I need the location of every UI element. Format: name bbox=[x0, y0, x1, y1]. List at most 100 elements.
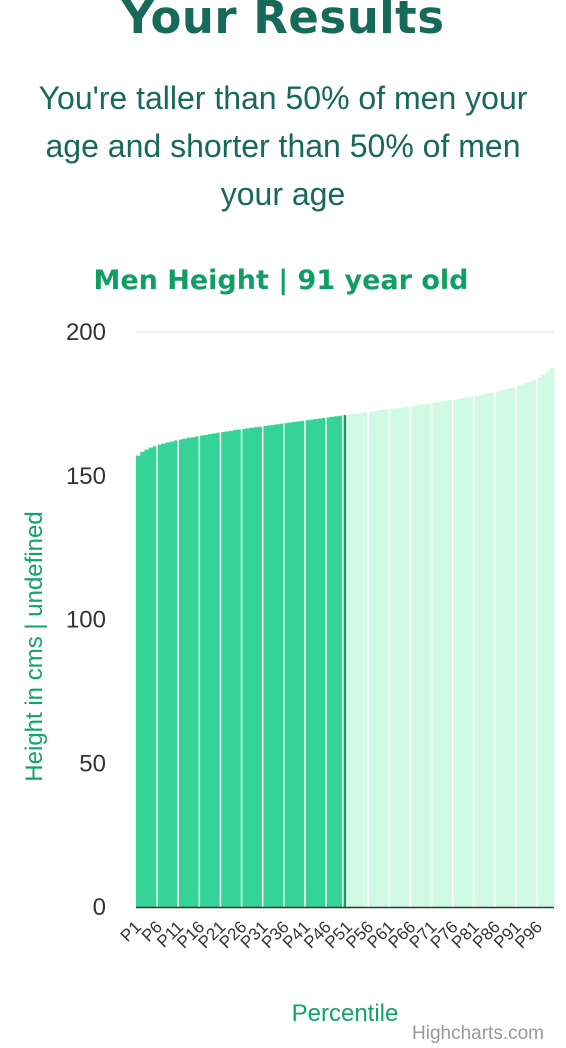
bar-p25[interactable] bbox=[237, 429, 242, 907]
bar-p12[interactable] bbox=[182, 438, 188, 907]
bar-p16[interactable] bbox=[199, 435, 204, 908]
bar-p61[interactable] bbox=[389, 408, 394, 907]
bar-p44[interactable] bbox=[317, 418, 323, 907]
bar-p36[interactable] bbox=[283, 423, 289, 907]
bar-p40[interactable] bbox=[300, 420, 306, 907]
bar-p78[interactable] bbox=[461, 398, 466, 907]
bar-p83[interactable] bbox=[482, 394, 487, 908]
bar-p39[interactable] bbox=[296, 421, 302, 907]
bar-p43[interactable] bbox=[313, 419, 318, 907]
bar-p85[interactable] bbox=[490, 392, 496, 907]
bar-p47[interactable] bbox=[330, 416, 335, 907]
bar-p59[interactable] bbox=[380, 409, 386, 907]
bar-p17[interactable] bbox=[203, 434, 209, 907]
bar-p79[interactable] bbox=[465, 397, 470, 907]
bar-p95[interactable] bbox=[532, 379, 538, 908]
bar-p10[interactable] bbox=[174, 440, 179, 907]
bar-p41[interactable] bbox=[304, 420, 310, 907]
bar-p88[interactable] bbox=[503, 389, 508, 908]
bar-p30[interactable] bbox=[258, 426, 264, 907]
bar-p19[interactable] bbox=[212, 433, 217, 907]
bar-p8[interactable] bbox=[165, 442, 171, 907]
bar-p37[interactable] bbox=[288, 422, 293, 907]
bar-p32[interactable] bbox=[266, 425, 272, 907]
bar-p91[interactable] bbox=[516, 386, 521, 907]
bar-p15[interactable] bbox=[195, 436, 200, 907]
bar-p75[interactable] bbox=[448, 400, 454, 907]
bar-p71[interactable] bbox=[431, 402, 437, 907]
bar-p45[interactable] bbox=[321, 417, 327, 907]
bar-p11[interactable] bbox=[178, 439, 183, 907]
bar-p3[interactable] bbox=[144, 449, 150, 907]
bar-p58[interactable] bbox=[376, 410, 382, 907]
bar-p2[interactable] bbox=[140, 451, 145, 907]
bar-p54[interactable] bbox=[359, 412, 365, 907]
bar-p94[interactable] bbox=[528, 381, 534, 907]
bar-p5[interactable] bbox=[152, 446, 158, 907]
bar-p57[interactable] bbox=[372, 411, 378, 907]
bar-p80[interactable] bbox=[469, 396, 475, 907]
bar-p6[interactable] bbox=[157, 444, 162, 907]
bar-p35[interactable] bbox=[279, 423, 285, 907]
bar-p33[interactable] bbox=[271, 424, 276, 907]
bar-p77[interactable] bbox=[456, 398, 462, 907]
bar-p23[interactable] bbox=[228, 430, 234, 907]
bar-p51[interactable] bbox=[347, 414, 352, 907]
bar-p70[interactable] bbox=[427, 403, 432, 907]
bar-p81[interactable] bbox=[473, 395, 479, 907]
bar-p65[interactable] bbox=[406, 406, 411, 907]
bar-p18[interactable] bbox=[207, 434, 213, 907]
bar-p60[interactable] bbox=[385, 409, 390, 907]
bar-p27[interactable] bbox=[245, 428, 251, 907]
bar-p74[interactable] bbox=[444, 400, 449, 907]
bar-p26[interactable] bbox=[241, 428, 247, 907]
bar-p90[interactable] bbox=[511, 387, 517, 907]
bar-p64[interactable] bbox=[402, 407, 407, 907]
highcharts-credits[interactable]: Highcharts.com bbox=[412, 1023, 544, 1044]
bar-p53[interactable] bbox=[355, 413, 361, 907]
bar-p55[interactable] bbox=[364, 412, 369, 907]
bar-p87[interactable] bbox=[499, 390, 504, 907]
bar-p42[interactable] bbox=[309, 419, 314, 907]
bar-p48[interactable] bbox=[334, 416, 340, 907]
bar-p52[interactable] bbox=[351, 413, 356, 907]
bar-p86[interactable] bbox=[494, 391, 500, 907]
bar-p56[interactable] bbox=[368, 411, 373, 907]
bar-p89[interactable] bbox=[507, 388, 513, 908]
bar-p46[interactable] bbox=[326, 417, 331, 907]
bar-p7[interactable] bbox=[161, 443, 166, 907]
bar-p29[interactable] bbox=[254, 427, 259, 907]
bar-p73[interactable] bbox=[440, 401, 445, 907]
bar-p82[interactable] bbox=[478, 394, 483, 907]
bar-p28[interactable] bbox=[250, 427, 255, 907]
bar-p21[interactable] bbox=[220, 432, 226, 907]
bar-p4[interactable] bbox=[148, 447, 154, 907]
bar-p84[interactable] bbox=[486, 393, 492, 907]
bar-p68[interactable] bbox=[418, 404, 424, 907]
bar-p31[interactable] bbox=[262, 426, 268, 907]
bar-p99[interactable] bbox=[549, 367, 555, 907]
bar-p22[interactable] bbox=[224, 431, 230, 907]
bar-p62[interactable] bbox=[393, 408, 399, 907]
bar-p97[interactable] bbox=[541, 375, 546, 907]
bar-p14[interactable] bbox=[190, 437, 196, 907]
bar-p24[interactable] bbox=[233, 430, 238, 907]
bar-p49[interactable] bbox=[338, 415, 344, 907]
bar-p72[interactable] bbox=[435, 402, 441, 907]
bar-p67[interactable] bbox=[414, 405, 420, 907]
bar-p50[interactable] bbox=[342, 415, 348, 907]
bar-p66[interactable] bbox=[410, 405, 416, 907]
bar-p9[interactable] bbox=[169, 441, 175, 907]
bar-p13[interactable] bbox=[186, 437, 192, 907]
bar-p38[interactable] bbox=[292, 421, 297, 907]
bar-p69[interactable] bbox=[423, 404, 428, 907]
bar-p93[interactable] bbox=[524, 383, 530, 907]
bar-p63[interactable] bbox=[397, 407, 403, 907]
bar-p20[interactable] bbox=[216, 432, 221, 907]
bar-p92[interactable] bbox=[520, 384, 525, 907]
bar-p76[interactable] bbox=[452, 399, 458, 907]
bar-p1[interactable] bbox=[136, 455, 141, 907]
bar-p98[interactable] bbox=[545, 372, 551, 907]
bar-p34[interactable] bbox=[275, 424, 280, 907]
bar-p96[interactable] bbox=[537, 377, 542, 907]
